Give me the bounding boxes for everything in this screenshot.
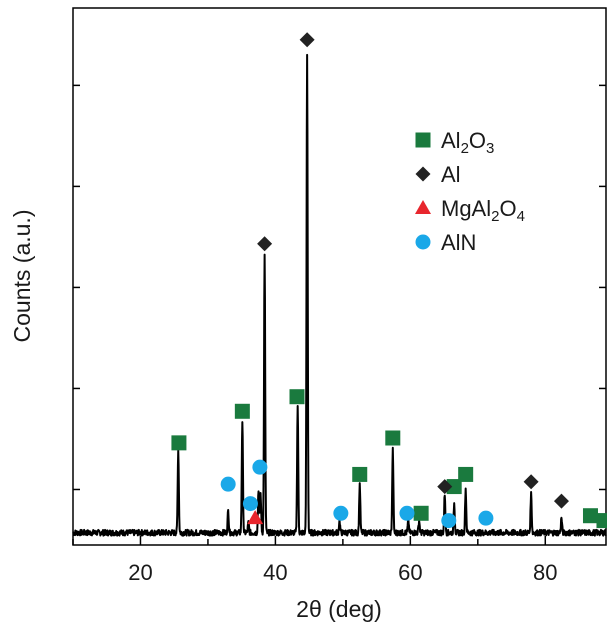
x-tick-label: 40 [263, 560, 287, 585]
legend-marker-diamond [415, 166, 431, 182]
x-tick-label: 20 [128, 560, 152, 585]
marker-al2o3 [458, 466, 474, 482]
y-axis-ticks [73, 84, 606, 491]
marker-aln [441, 513, 457, 529]
marker-al2o3 [352, 466, 368, 482]
phase-markers [171, 32, 607, 529]
marker-al [553, 493, 569, 509]
plot-frame [72, 7, 607, 546]
marker-mgal2o4 [247, 510, 264, 525]
legend-label: MgAl2O4 [441, 196, 525, 225]
x-tick-label: 60 [398, 560, 422, 585]
marker-al [437, 479, 453, 495]
marker-al2o3 [289, 389, 305, 405]
y-axis-title: Counts (a.u.) [9, 210, 35, 343]
marker-al2o3 [385, 430, 401, 446]
marker-al2o3 [596, 513, 607, 529]
marker-al2o3 [171, 435, 187, 451]
marker-aln [478, 510, 494, 526]
marker-al [523, 474, 539, 490]
legend-label: AlN [441, 230, 476, 255]
xrd-pattern-line [72, 53, 607, 537]
marker-al [299, 32, 315, 48]
marker-aln [220, 476, 236, 492]
marker-al2o3 [413, 505, 429, 521]
x-tick-label: 80 [533, 560, 557, 585]
legend-label: Al2O3 [441, 128, 494, 157]
x-axis-ticks: 20 40 60 80 [72, 536, 558, 585]
marker-aln [252, 459, 268, 475]
legend-marker-triangle [415, 200, 431, 214]
marker-al2o3 [234, 403, 250, 419]
marker-aln [333, 505, 349, 521]
marker-aln [399, 505, 415, 521]
legend: Al2O3 Al MgAl2O4 AlN [415, 128, 525, 255]
legend-label: Al [441, 162, 461, 187]
marker-al2o3 [446, 479, 462, 495]
legend-marker-square [415, 132, 431, 148]
marker-al2o3 [582, 508, 598, 524]
legend-marker-circle [415, 234, 431, 250]
marker-aln [242, 496, 258, 512]
marker-al [257, 236, 273, 252]
x-axis-title: 2θ (deg) [296, 596, 382, 622]
